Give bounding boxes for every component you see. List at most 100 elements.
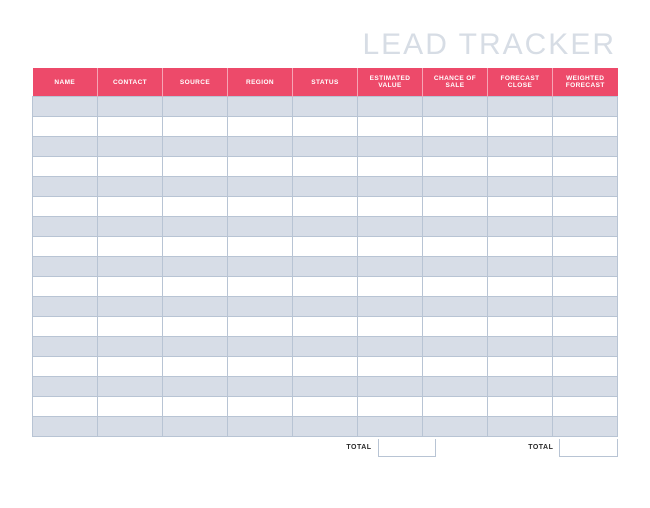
- table-cell[interactable]: [98, 197, 163, 217]
- table-cell[interactable]: [553, 317, 618, 337]
- table-cell[interactable]: [33, 337, 98, 357]
- table-cell[interactable]: [163, 397, 228, 417]
- table-cell[interactable]: [293, 157, 358, 177]
- table-cell[interactable]: [228, 357, 293, 377]
- table-cell[interactable]: [553, 277, 618, 297]
- table-cell[interactable]: [293, 317, 358, 337]
- table-cell[interactable]: [228, 197, 293, 217]
- table-cell[interactable]: [488, 297, 553, 317]
- table-cell[interactable]: [553, 117, 618, 137]
- table-cell[interactable]: [553, 357, 618, 377]
- table-cell[interactable]: [228, 237, 293, 257]
- table-cell[interactable]: [553, 157, 618, 177]
- table-cell[interactable]: [228, 377, 293, 397]
- table-cell[interactable]: [163, 217, 228, 237]
- table-cell[interactable]: [163, 237, 228, 257]
- table-cell[interactable]: [488, 397, 553, 417]
- table-cell[interactable]: [98, 397, 163, 417]
- table-cell[interactable]: [488, 237, 553, 257]
- table-cell[interactable]: [293, 297, 358, 317]
- table-cell[interactable]: [358, 417, 423, 437]
- table-cell[interactable]: [293, 257, 358, 277]
- table-cell[interactable]: [163, 257, 228, 277]
- table-cell[interactable]: [358, 377, 423, 397]
- table-cell[interactable]: [423, 357, 488, 377]
- table-cell[interactable]: [98, 297, 163, 317]
- table-cell[interactable]: [33, 177, 98, 197]
- table-cell[interactable]: [358, 137, 423, 157]
- table-cell[interactable]: [33, 197, 98, 217]
- table-cell[interactable]: [98, 177, 163, 197]
- table-cell[interactable]: [163, 117, 228, 137]
- table-cell[interactable]: [33, 137, 98, 157]
- table-cell[interactable]: [553, 97, 618, 117]
- table-cell[interactable]: [228, 157, 293, 177]
- table-cell[interactable]: [553, 257, 618, 277]
- table-cell[interactable]: [293, 397, 358, 417]
- table-cell[interactable]: [163, 177, 228, 197]
- table-cell[interactable]: [228, 297, 293, 317]
- table-cell[interactable]: [98, 117, 163, 137]
- table-cell[interactable]: [423, 377, 488, 397]
- table-cell[interactable]: [358, 257, 423, 277]
- table-cell[interactable]: [293, 357, 358, 377]
- table-cell[interactable]: [163, 377, 228, 397]
- table-cell[interactable]: [33, 257, 98, 277]
- table-cell[interactable]: [33, 297, 98, 317]
- table-cell[interactable]: [228, 137, 293, 157]
- table-cell[interactable]: [98, 377, 163, 397]
- table-cell[interactable]: [293, 197, 358, 217]
- table-cell[interactable]: [358, 397, 423, 417]
- table-cell[interactable]: [228, 97, 293, 117]
- table-cell[interactable]: [488, 137, 553, 157]
- table-cell[interactable]: [488, 97, 553, 117]
- table-cell[interactable]: [33, 217, 98, 237]
- table-cell[interactable]: [98, 357, 163, 377]
- table-cell[interactable]: [488, 217, 553, 237]
- table-cell[interactable]: [553, 197, 618, 217]
- table-cell[interactable]: [228, 217, 293, 237]
- table-cell[interactable]: [423, 217, 488, 237]
- table-cell[interactable]: [358, 237, 423, 257]
- table-cell[interactable]: [293, 237, 358, 257]
- table-cell[interactable]: [293, 377, 358, 397]
- table-cell[interactable]: [553, 237, 618, 257]
- table-cell[interactable]: [33, 97, 98, 117]
- table-cell[interactable]: [423, 277, 488, 297]
- table-cell[interactable]: [423, 157, 488, 177]
- table-cell[interactable]: [33, 237, 98, 257]
- table-cell[interactable]: [98, 237, 163, 257]
- table-cell[interactable]: [163, 337, 228, 357]
- table-cell[interactable]: [488, 337, 553, 357]
- table-cell[interactable]: [163, 357, 228, 377]
- table-cell[interactable]: [98, 157, 163, 177]
- table-cell[interactable]: [488, 197, 553, 217]
- table-cell[interactable]: [98, 97, 163, 117]
- table-cell[interactable]: [163, 137, 228, 157]
- table-cell[interactable]: [358, 317, 423, 337]
- table-cell[interactable]: [488, 257, 553, 277]
- table-cell[interactable]: [163, 317, 228, 337]
- table-cell[interactable]: [228, 317, 293, 337]
- table-cell[interactable]: [423, 197, 488, 217]
- table-cell[interactable]: [553, 377, 618, 397]
- table-cell[interactable]: [98, 337, 163, 357]
- table-cell[interactable]: [163, 157, 228, 177]
- table-cell[interactable]: [33, 357, 98, 377]
- table-cell[interactable]: [358, 177, 423, 197]
- table-cell[interactable]: [98, 277, 163, 297]
- table-cell[interactable]: [33, 277, 98, 297]
- table-cell[interactable]: [488, 157, 553, 177]
- table-cell[interactable]: [423, 177, 488, 197]
- table-cell[interactable]: [358, 217, 423, 237]
- table-cell[interactable]: [358, 357, 423, 377]
- table-cell[interactable]: [33, 377, 98, 397]
- table-cell[interactable]: [358, 157, 423, 177]
- table-cell[interactable]: [553, 397, 618, 417]
- table-cell[interactable]: [228, 397, 293, 417]
- table-cell[interactable]: [488, 377, 553, 397]
- table-cell[interactable]: [163, 197, 228, 217]
- table-cell[interactable]: [358, 197, 423, 217]
- table-cell[interactable]: [33, 117, 98, 137]
- table-cell[interactable]: [163, 97, 228, 117]
